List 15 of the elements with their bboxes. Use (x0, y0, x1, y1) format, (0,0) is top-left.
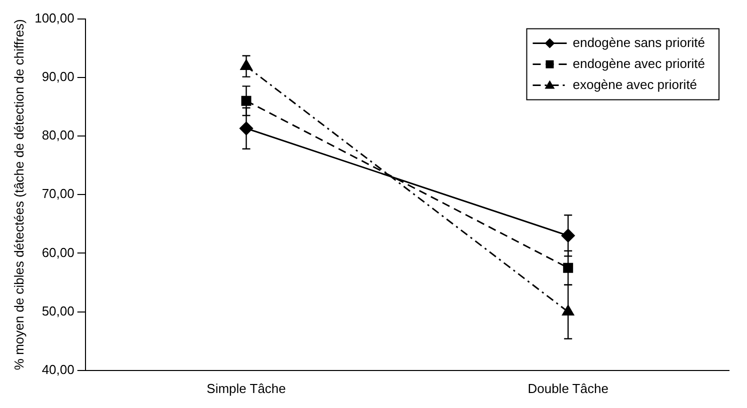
y-tick-label: 70,00 (42, 186, 74, 202)
y-tick-label: 40,00 (42, 362, 74, 377)
y-tick-label: 100,00 (34, 10, 74, 26)
point (561, 228, 575, 242)
y-tick-label: 80,00 (42, 128, 74, 143)
point (563, 262, 574, 273)
y-tick-label: 60,00 (42, 244, 74, 260)
x-tick-label: Simple Tâche (206, 380, 286, 396)
legend-label: endogène avec priorité (572, 56, 706, 71)
x-tick-label: Double Tâche (528, 380, 608, 396)
legend-label: endogène sans priorité (572, 34, 706, 50)
y-axis-title: % moyen de cibles détectées (tâche de détection de chiffres) (11, 19, 26, 370)
legend-label: exogène avec priorité (572, 76, 698, 92)
y-tick-label: 90,00 (42, 68, 74, 84)
y-tick-label: 50,00 (42, 303, 74, 318)
